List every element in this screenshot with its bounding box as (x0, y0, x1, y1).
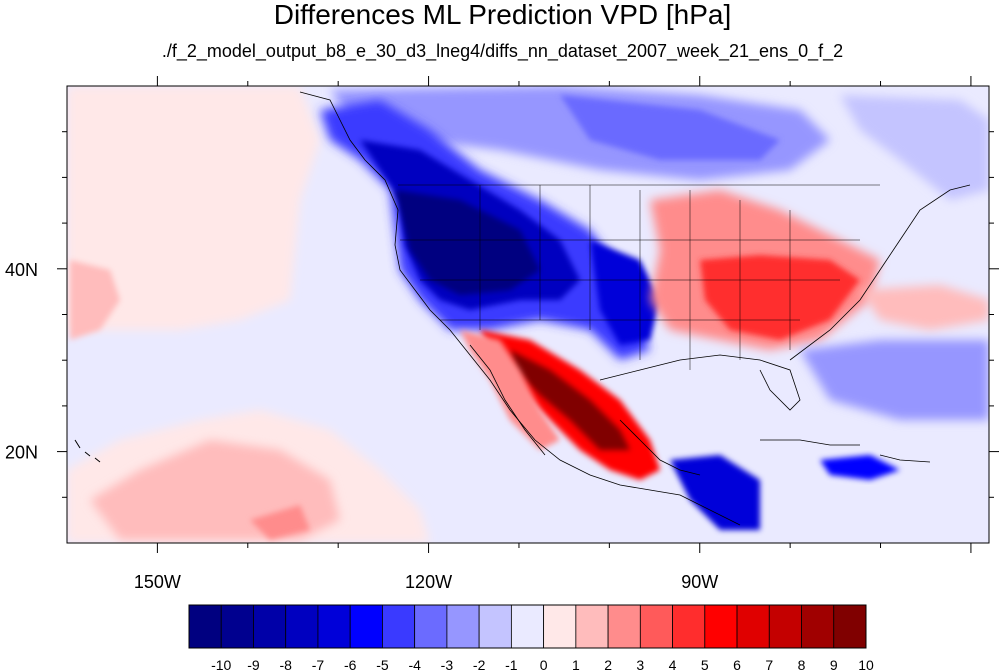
colorbar-swatch (672, 604, 706, 649)
colorbar-swatch (414, 604, 448, 649)
chart-subtitle: ./f_2_model_output_b8_e_30_d3_lneg4/diff… (161, 41, 844, 61)
field-atlantic-negative (800, 340, 989, 420)
chart-title: Differences ML Prediction VPD [hPa] (273, 0, 732, 30)
colorbar-swatch (639, 604, 673, 649)
colorbar-label: -1 (505, 657, 518, 672)
colorbar-swatch (575, 604, 609, 649)
state-borders (398, 184, 880, 370)
colorbar-label: 8 (798, 657, 806, 672)
colorbar-swatch (349, 604, 383, 649)
field-mexico-core (510, 350, 630, 450)
colorbar-label: -8 (279, 657, 292, 672)
colorbar-swatch (188, 604, 222, 649)
colorbar-label: -3 (441, 657, 454, 672)
colorbar-label: 2 (604, 657, 612, 672)
field-north-pacific-positive (67, 86, 320, 330)
colorbar-label: 3 (636, 657, 644, 672)
field-plains-negative (590, 240, 660, 345)
field-west-negative-core (395, 190, 540, 295)
x-tick-label: 90W (681, 572, 718, 592)
colorbar-swatch (253, 604, 287, 649)
field-atlantic-positive (860, 285, 989, 330)
colorbar-swatch (285, 604, 319, 649)
x-tick-label: 120W (405, 572, 452, 592)
colorbar-swatch (543, 604, 577, 649)
colorbar-label: 0 (540, 657, 548, 672)
field-baja-positive (460, 330, 560, 450)
coastlines (74, 91, 971, 526)
colorbar-swatch (801, 604, 835, 649)
colorbar-swatch (317, 604, 351, 649)
colorbar-label: 6 (733, 657, 741, 672)
field-pacific-small-patch (250, 505, 310, 540)
colorbar: -10 -9 -8 -7 -6 -5 -4 -3 -2 -1 0 1 2 3 4 5 6 7 8 9 10 (188, 604, 874, 672)
colorbar-swatch (382, 604, 416, 649)
colorbar-label: 7 (765, 657, 773, 672)
colorbar-swatch (736, 604, 770, 649)
axis-labels: 150W 120W 90W 40N 20N (5, 260, 718, 592)
colorbar-label: -6 (344, 657, 357, 672)
colorbar-label: -9 (247, 657, 260, 672)
colorbar-label: -7 (312, 657, 325, 672)
colorbar-label: 1 (572, 657, 580, 672)
axis-ticks (57, 76, 999, 553)
colorbar-label: -10 (211, 657, 231, 672)
colorbar-swatch (510, 604, 545, 649)
colorbar-swatch (607, 604, 641, 649)
colorbar-frame (188, 604, 867, 649)
field-central-america-negative (670, 455, 760, 530)
colorbar-label: -2 (473, 657, 486, 672)
colorbar-swatch (446, 604, 480, 649)
colorbar-label: 4 (669, 657, 677, 672)
colorbar-label: 9 (830, 657, 838, 672)
colorbar-swatch (833, 604, 867, 649)
field-west-pacific-patch (70, 260, 120, 340)
field-canada-core (560, 95, 780, 160)
y-tick-label: 40N (5, 260, 38, 280)
colorbar-swatch (478, 604, 512, 649)
colorbar-label: -5 (376, 657, 389, 672)
map-field (67, 86, 989, 543)
colorbar-label: 10 (858, 657, 874, 672)
colorbar-label: 5 (701, 657, 709, 672)
colorbar-label: -4 (408, 657, 421, 672)
field-caribbean-negative (820, 455, 900, 480)
y-tick-label: 20N (5, 443, 38, 463)
colorbar-swatch (768, 604, 802, 649)
field-labrador (840, 95, 989, 200)
colorbar-swatch (704, 604, 738, 649)
colorbar-swatch (220, 604, 254, 649)
x-tick-label: 150W (134, 572, 181, 592)
